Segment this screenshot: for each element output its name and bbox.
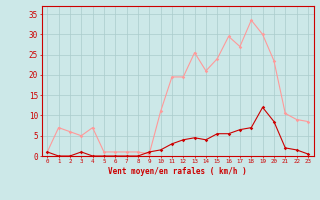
X-axis label: Vent moyen/en rafales ( km/h ): Vent moyen/en rafales ( km/h ) [108, 167, 247, 176]
